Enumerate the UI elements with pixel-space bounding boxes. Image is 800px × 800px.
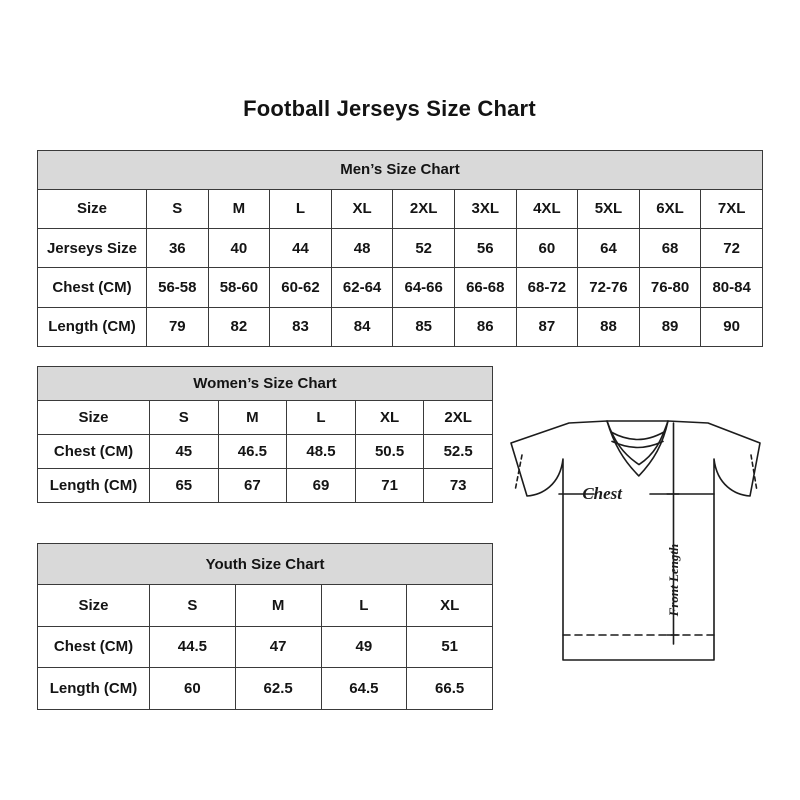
svg-text:Chest: Chest	[582, 484, 623, 503]
svg-text:Front Length: Front Length	[666, 544, 681, 618]
